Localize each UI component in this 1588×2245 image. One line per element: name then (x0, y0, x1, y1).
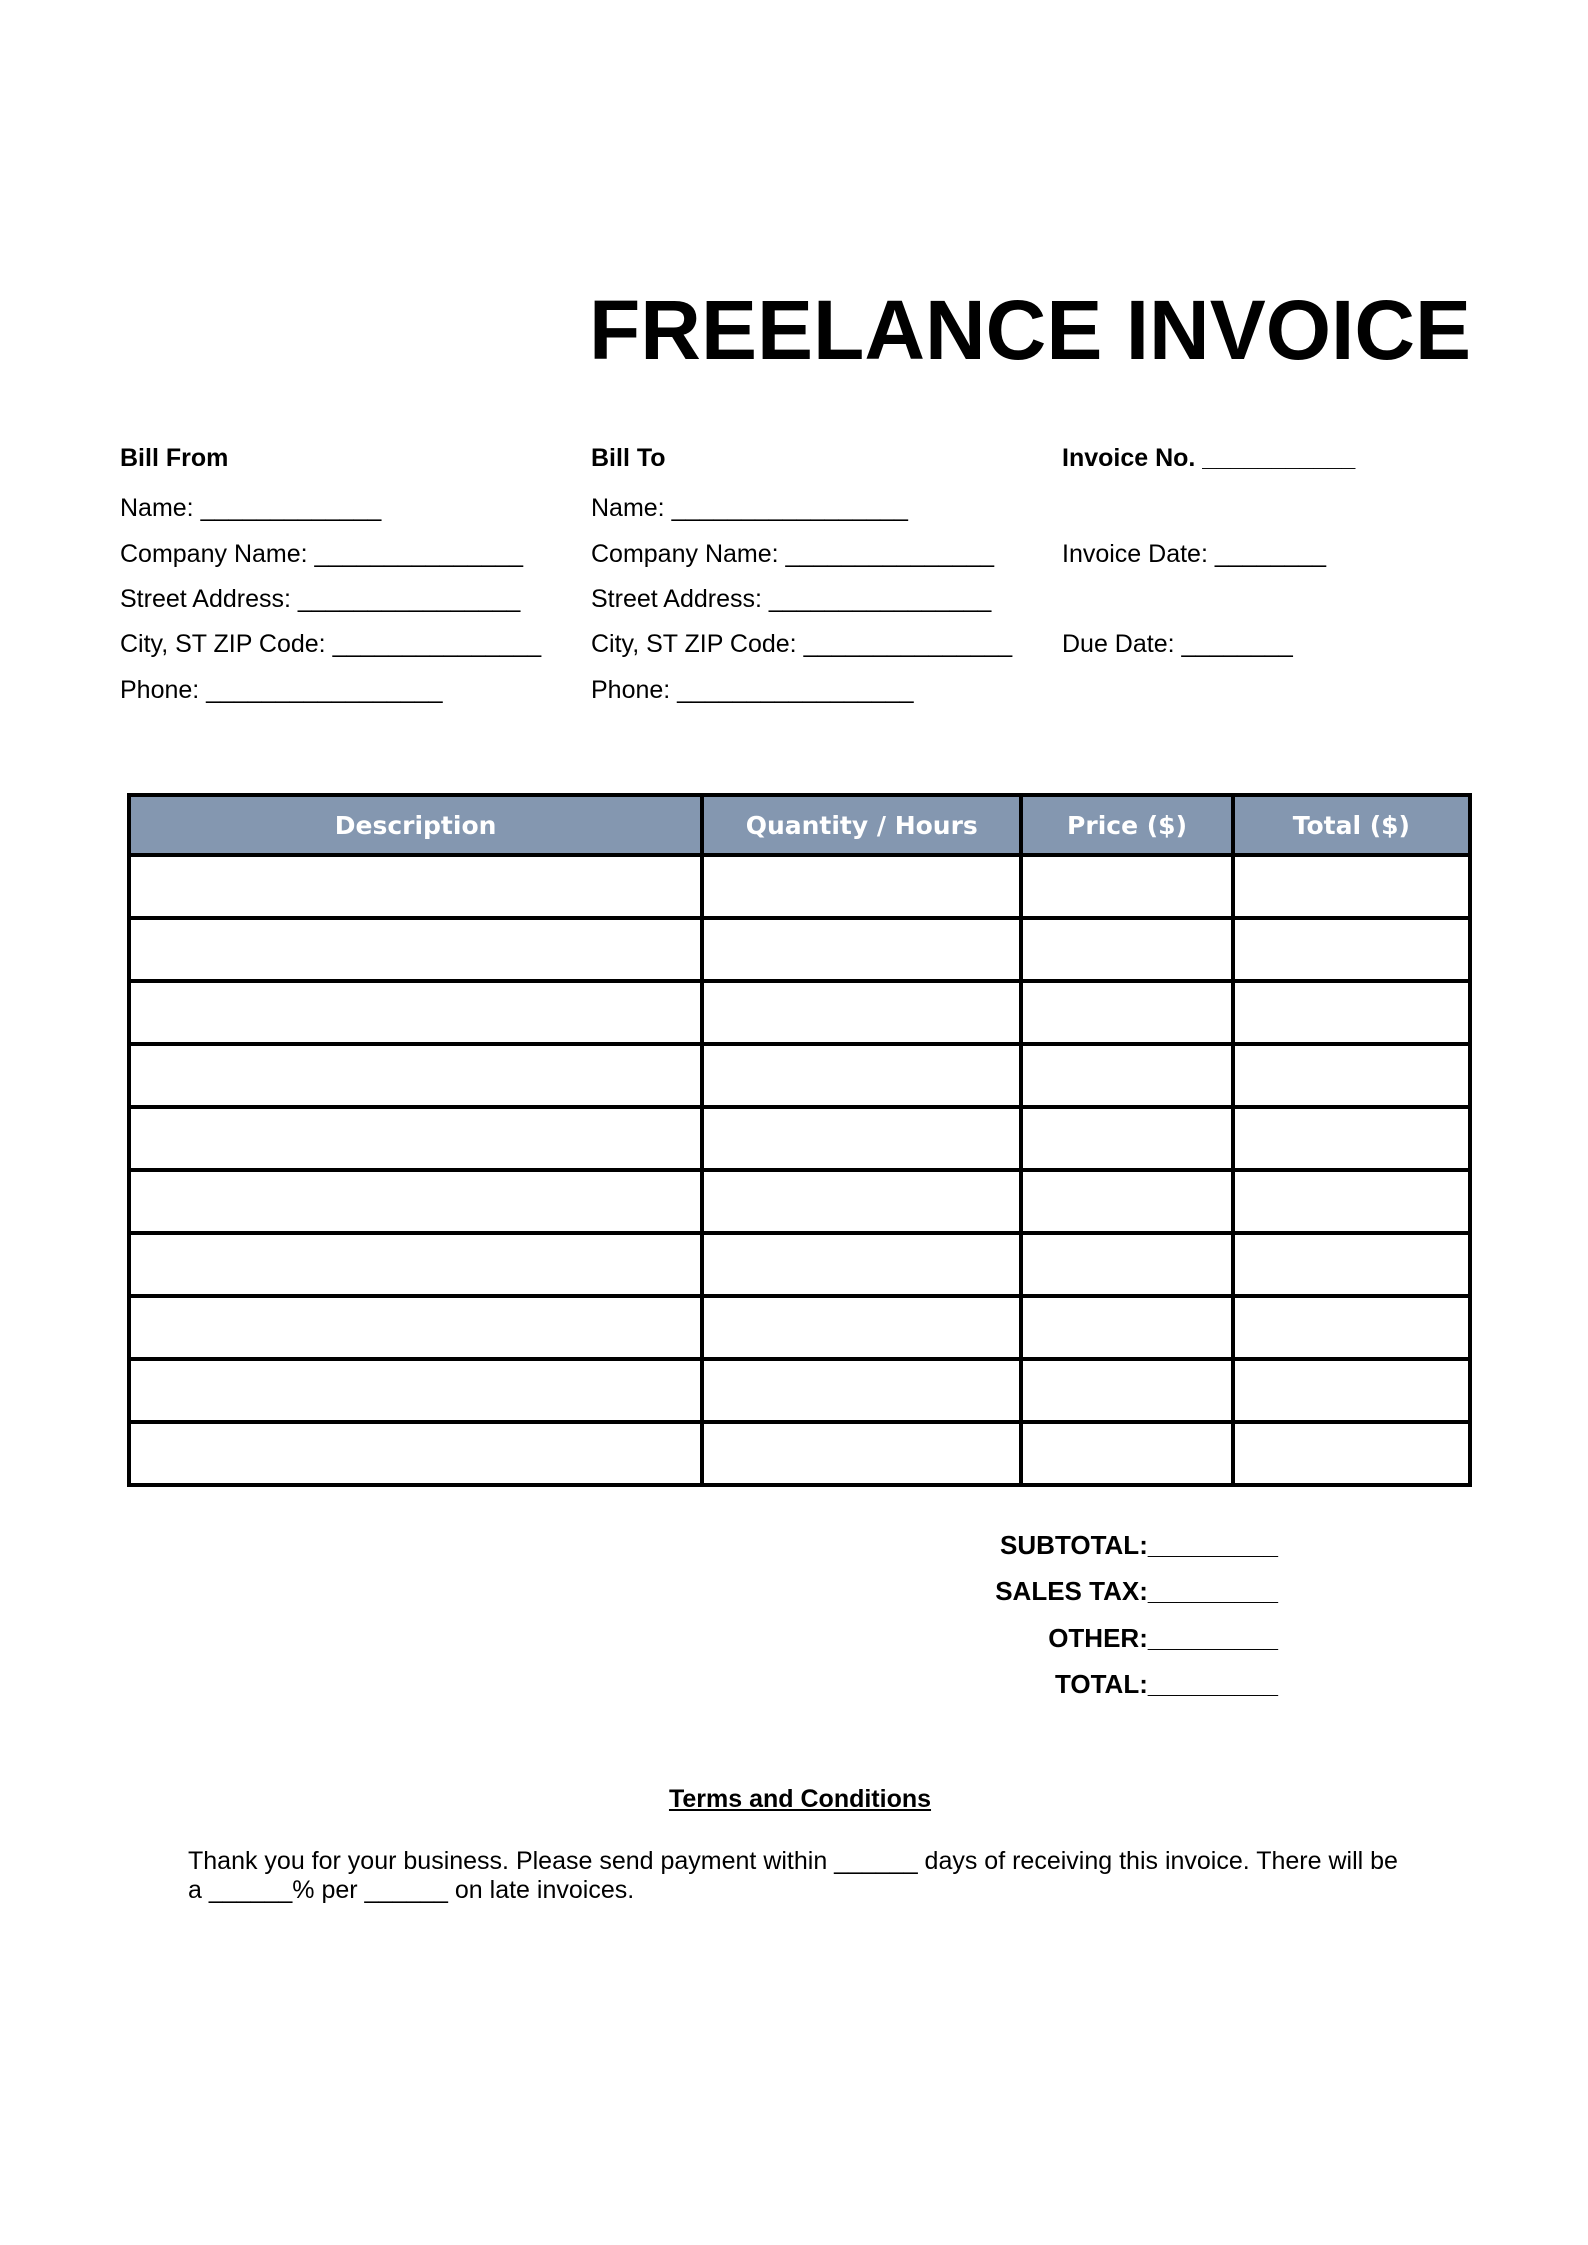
cell-total[interactable] (1230, 853, 1473, 920)
table-row (126, 979, 1473, 1046)
cell-total[interactable] (1230, 1105, 1473, 1172)
total-label[interactable]: TOTAL:_________ (1054, 1669, 1278, 1699)
table-row (126, 1168, 1473, 1235)
bill-from-company[interactable]: Company Name: _______________ (120, 540, 524, 568)
cell-description[interactable] (126, 1420, 705, 1487)
cell-total[interactable] (1230, 1042, 1473, 1109)
table-row (126, 1357, 1473, 1424)
cell-price[interactable] (1019, 1168, 1235, 1235)
header-price: Price ($) (1019, 793, 1235, 857)
bill-to-city[interactable]: City, ST ZIP Code: _______________ (591, 630, 1013, 658)
bill-to-street[interactable]: Street Address: ________________ (591, 585, 992, 613)
due-date[interactable]: Due Date: ________ (1062, 630, 1293, 658)
bill-to-phone[interactable]: Phone: _________________ (591, 676, 914, 704)
line-items-table: Description Quantity / Hours Price ($) T… (126, 793, 1473, 1487)
invoice-number[interactable]: Invoice No. ___________ (1062, 444, 1356, 472)
header-quantity: Quantity / Hours (700, 793, 1024, 857)
cell-quantity[interactable] (700, 1105, 1024, 1172)
cell-description[interactable] (126, 1105, 705, 1172)
bill-to-company[interactable]: Company Name: _______________ (591, 540, 995, 568)
cell-description[interactable] (126, 1042, 705, 1109)
cell-quantity[interactable] (700, 853, 1024, 920)
cell-price[interactable] (1019, 1294, 1235, 1361)
header-total: Total ($) (1230, 793, 1473, 857)
cell-quantity[interactable] (700, 979, 1024, 1046)
bill-from-street[interactable]: Street Address: ________________ (120, 585, 521, 613)
cell-quantity[interactable] (700, 1231, 1024, 1298)
cell-total[interactable] (1230, 979, 1473, 1046)
cell-description[interactable] (126, 1231, 705, 1298)
cell-quantity[interactable] (700, 1420, 1024, 1487)
cell-price[interactable] (1019, 979, 1235, 1046)
bill-to-heading: Bill To (591, 444, 666, 472)
table-row (126, 1294, 1473, 1361)
cell-total[interactable] (1230, 1420, 1473, 1487)
table-row (126, 1231, 1473, 1298)
cell-price[interactable] (1019, 1105, 1235, 1172)
cell-total[interactable] (1230, 1168, 1473, 1235)
table-row (126, 853, 1473, 920)
cell-description[interactable] (126, 853, 705, 920)
cell-quantity[interactable] (700, 1357, 1024, 1424)
table-row (126, 916, 1473, 983)
cell-description[interactable] (126, 979, 705, 1046)
cell-total[interactable] (1230, 1231, 1473, 1298)
cell-quantity[interactable] (700, 1294, 1024, 1361)
cell-description[interactable] (126, 1168, 705, 1235)
cell-price[interactable] (1019, 1231, 1235, 1298)
cell-quantity[interactable] (700, 1042, 1024, 1109)
cell-price[interactable] (1019, 1042, 1235, 1109)
table-row (126, 1420, 1473, 1487)
cell-description[interactable] (126, 1357, 705, 1424)
bill-from-heading: Bill From (120, 444, 229, 472)
bill-from-city[interactable]: City, ST ZIP Code: _______________ (120, 630, 542, 658)
sales-tax-label[interactable]: SALES TAX:_________ (995, 1576, 1278, 1606)
table-row (126, 1105, 1473, 1172)
cell-description[interactable] (126, 1294, 705, 1361)
subtotal-label[interactable]: SUBTOTAL:_________ (1000, 1530, 1278, 1560)
cell-price[interactable] (1019, 916, 1235, 983)
cell-total[interactable] (1230, 916, 1473, 983)
cell-quantity[interactable] (700, 1168, 1024, 1235)
terms-text: Thank you for your business. Please send… (188, 1847, 1398, 1904)
cell-description[interactable] (126, 916, 705, 983)
cell-total[interactable] (1230, 1357, 1473, 1424)
bill-from-name[interactable]: Name: _____________ (120, 494, 382, 522)
cell-total[interactable] (1230, 1294, 1473, 1361)
terms-title: Terms and Conditions (668, 1785, 932, 1813)
table-row (126, 1042, 1473, 1109)
header-description: Description (126, 793, 705, 857)
bill-to-name[interactable]: Name: _________________ (591, 494, 908, 522)
cell-price[interactable] (1019, 1420, 1235, 1487)
cell-quantity[interactable] (700, 916, 1024, 983)
invoice-date[interactable]: Invoice Date: ________ (1062, 540, 1327, 568)
table-header-row: Description Quantity / Hours Price ($) T… (126, 793, 1473, 857)
cell-price[interactable] (1019, 853, 1235, 920)
other-label[interactable]: OTHER:_________ (1048, 1623, 1278, 1653)
cell-price[interactable] (1019, 1357, 1235, 1424)
document-title: FREELANCE INVOICE (589, 283, 1472, 377)
bill-from-phone[interactable]: Phone: _________________ (120, 676, 443, 704)
